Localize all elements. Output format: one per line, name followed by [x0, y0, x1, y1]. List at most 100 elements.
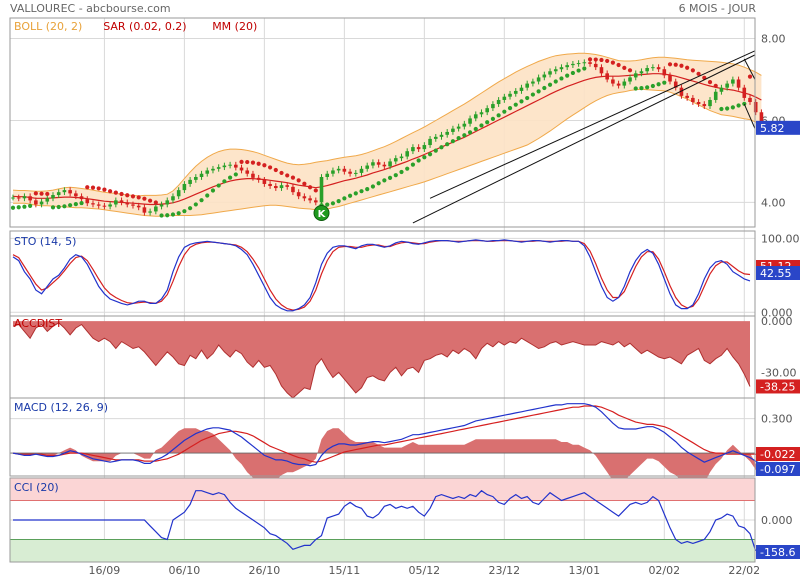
sar-dot [656, 82, 661, 87]
sar-dot [387, 175, 393, 180]
candle [371, 162, 375, 166]
sar-dot [285, 173, 290, 178]
candle [171, 196, 175, 201]
sar-dot [650, 83, 655, 89]
candle [456, 126, 461, 129]
candle [268, 183, 272, 187]
sar-dot [416, 158, 421, 163]
sar-dot [405, 166, 410, 171]
sar-dot [610, 60, 615, 65]
sar-dot [199, 198, 204, 203]
candle [285, 185, 290, 187]
accdist-value: -38.25 [760, 380, 795, 393]
candle [365, 165, 370, 169]
candle [582, 62, 587, 64]
candle [502, 96, 507, 100]
sar-dot [507, 106, 513, 111]
sar-dot [662, 80, 667, 85]
sar-dot [347, 193, 353, 198]
candle [713, 91, 718, 100]
candle [748, 97, 752, 103]
legend-entry: BOLL (20, 2) [14, 20, 82, 33]
legend-entry: MM (20) [212, 20, 257, 33]
sar-dot [39, 191, 44, 196]
sar-dot [330, 201, 336, 206]
candle [159, 204, 164, 207]
sar-dot [313, 188, 318, 193]
candle [245, 170, 250, 174]
signal-marker[interactable] [313, 205, 330, 221]
candle [302, 196, 307, 199]
sar-dot [113, 190, 118, 195]
candle [182, 183, 187, 191]
sar-dot [296, 178, 301, 183]
candle [622, 81, 627, 86]
candle [553, 69, 558, 72]
sar-dot [696, 71, 701, 76]
signal-marker-label: K [318, 209, 327, 220]
x-tick-label: 23/12 [488, 564, 520, 577]
candle [668, 75, 672, 82]
legend-entry: SAR (0.02, 0.2) [103, 20, 186, 33]
candle [571, 63, 575, 66]
y-tick-label: 4.00 [761, 196, 786, 209]
x-tick-label: 16/09 [89, 564, 121, 577]
candle [331, 170, 335, 174]
candle [588, 62, 592, 64]
macd-histogram [13, 428, 762, 484]
sar-dot [685, 65, 690, 70]
candle [651, 67, 655, 69]
sar-dot [130, 194, 136, 199]
accdist-line [12, 322, 751, 399]
sar-dot [125, 193, 130, 198]
candle [51, 195, 55, 199]
sar-dot [342, 196, 347, 201]
candle [222, 165, 227, 168]
stochastic-k-line [12, 239, 751, 312]
candle [439, 134, 444, 137]
sar-dot [245, 159, 250, 165]
sar-dot [673, 62, 678, 67]
candle [22, 196, 27, 199]
panel-label: CCI (20) [14, 481, 59, 494]
candle [342, 168, 347, 172]
candle [696, 102, 701, 105]
candle [719, 87, 724, 92]
sar-dot [153, 200, 158, 205]
candle [542, 74, 547, 78]
candle [142, 207, 147, 213]
sar-dot [599, 57, 604, 63]
candle [34, 200, 38, 205]
sar-dot [222, 179, 227, 184]
candle [313, 200, 318, 203]
candle [194, 177, 198, 180]
sar-dot [633, 86, 638, 91]
candle [239, 167, 244, 171]
candle [131, 204, 135, 206]
panel-border-cci [9, 477, 756, 563]
candle [262, 179, 267, 184]
sar-dot [233, 172, 238, 177]
candle [211, 168, 215, 171]
value-tag [756, 462, 800, 476]
candle [485, 108, 489, 113]
candle [628, 77, 632, 82]
sar-dot [576, 68, 581, 73]
sar-dot [16, 205, 21, 210]
sar-dot [10, 205, 16, 210]
sar-dot [747, 74, 753, 79]
last-price-value: 5.82 [760, 122, 785, 135]
candle [496, 99, 501, 105]
candle [702, 104, 707, 107]
cci-oversold-zone [10, 539, 755, 562]
candle [119, 200, 124, 203]
panel-label: ACCDIST [14, 317, 62, 330]
candle [605, 73, 609, 80]
sar-dot [536, 89, 541, 94]
sar-dot [119, 191, 124, 197]
sar-dot [336, 199, 341, 204]
candle [388, 161, 392, 167]
sar-dot [142, 196, 147, 201]
trend-line [743, 58, 756, 80]
sar-dot [239, 159, 244, 164]
